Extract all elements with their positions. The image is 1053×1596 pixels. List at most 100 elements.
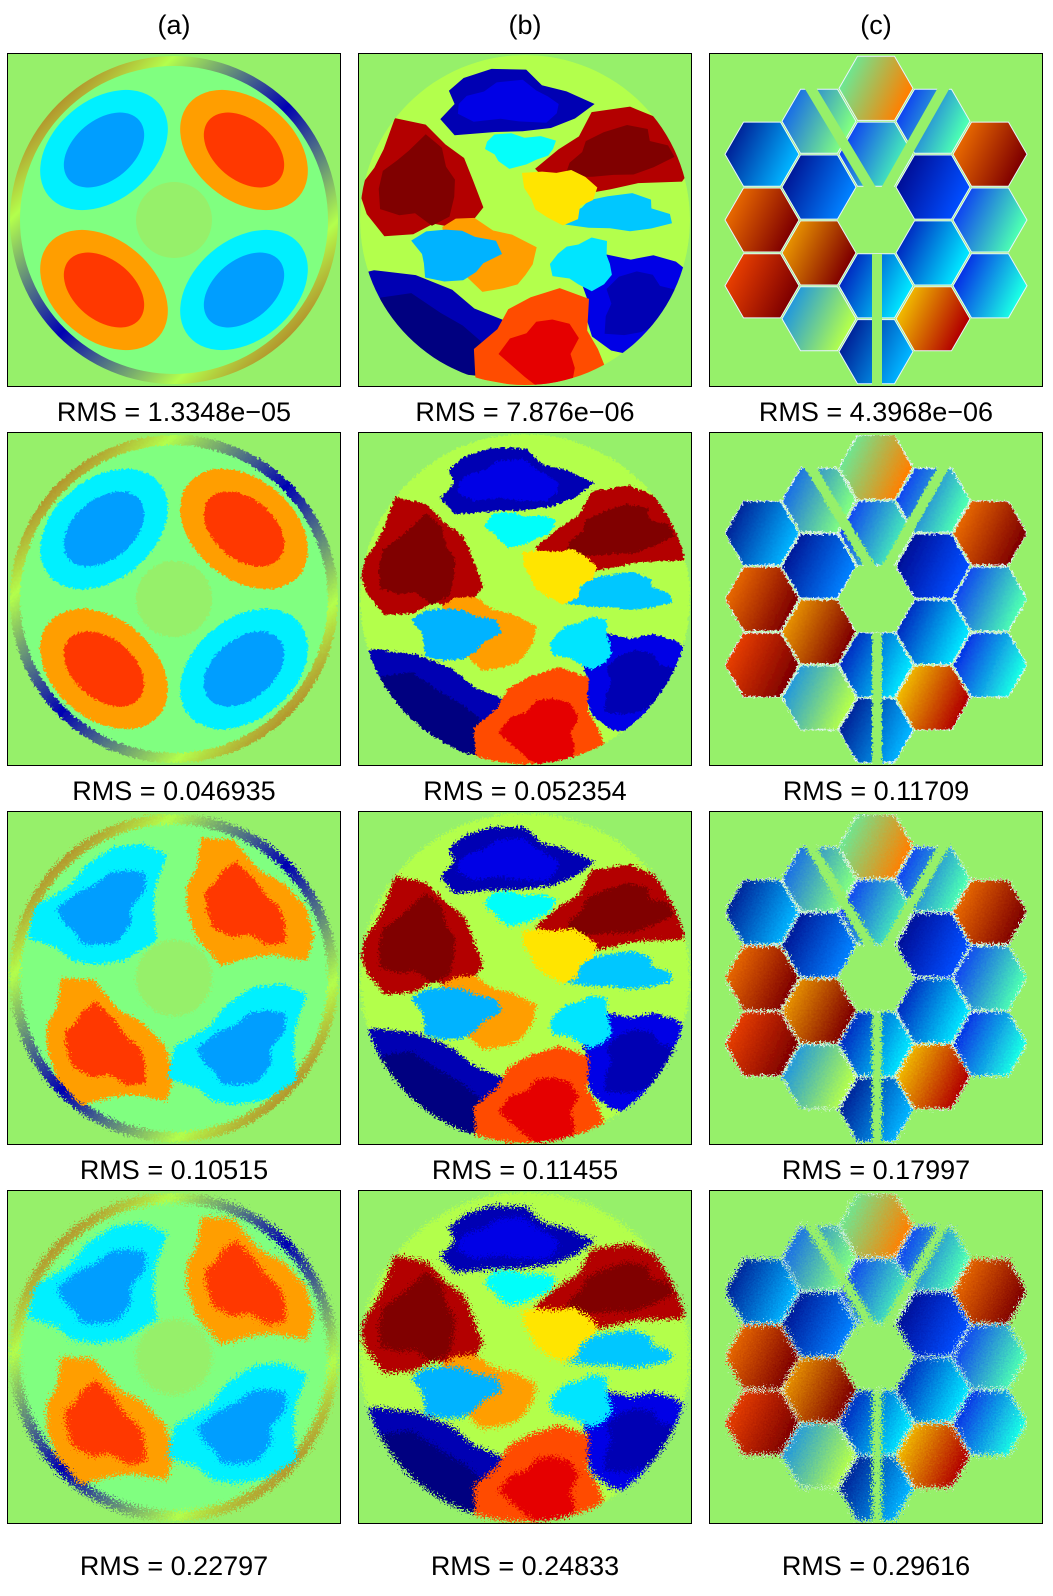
wavefront-map — [10, 435, 338, 763]
mirror-segment — [838, 1192, 914, 1258]
turbulence-cell — [564, 1261, 675, 1315]
rms-c-row4: RMS = 0.29616 — [781, 1551, 971, 1581]
mirror-segment — [838, 434, 914, 500]
mirror-segment — [781, 599, 857, 665]
mirror-segment — [724, 121, 800, 187]
mirror-segment — [781, 533, 857, 599]
wavefront-map — [724, 55, 1028, 386]
turbulence-cell — [457, 458, 559, 502]
turbulence-cell — [378, 513, 455, 605]
support-strut — [802, 84, 886, 204]
mirror-segment — [895, 978, 971, 1044]
turbulence-cell — [411, 608, 502, 661]
rms-a-row2: RMS = 0.046935 — [72, 776, 276, 806]
support-strut — [802, 842, 886, 962]
panel-c-row1 — [709, 53, 1043, 387]
rms-a-row4: RMS = 0.22797 — [79, 1551, 269, 1581]
mirror-segment — [781, 1291, 857, 1357]
support-strut — [872, 633, 882, 765]
turbulence-cell — [498, 319, 579, 385]
lobe-inner — [64, 1380, 146, 1465]
turbulence-cell — [378, 892, 455, 984]
turbulence-cell — [549, 995, 612, 1050]
mirror-segment — [952, 1011, 1028, 1077]
wavefront-map — [360, 813, 690, 1143]
rms-b-row1: RMS = 7.876e−06 — [415, 397, 635, 427]
central-obscuration — [136, 940, 212, 1016]
mirror-segment — [724, 187, 800, 253]
column-label-b: (b) — [508, 10, 542, 40]
turbulence-cell — [498, 1077, 579, 1143]
support-strut — [802, 463, 886, 583]
mirror-segment — [895, 665, 971, 731]
lobe-inner — [63, 252, 145, 328]
wavefront-map — [10, 1193, 338, 1521]
mirror-segment — [952, 632, 1028, 698]
panel-c-row4 — [709, 1190, 1043, 1524]
mirror-segment — [895, 286, 971, 352]
mirror-segment — [724, 1324, 800, 1390]
turbulence-cell — [549, 237, 612, 292]
turbulence-cell — [564, 503, 675, 557]
lobe-inner — [63, 491, 145, 567]
wavefront-map — [724, 434, 1028, 765]
turbulence-cell — [411, 987, 502, 1040]
mirror-segment — [781, 665, 857, 731]
turbulence-cell — [521, 170, 598, 226]
turbulence-cell — [561, 193, 672, 232]
support-strut — [872, 1221, 952, 1341]
mirror-segment — [895, 1423, 971, 1489]
panel-a-row3 — [7, 811, 341, 1145]
mirror-segment — [895, 220, 971, 286]
mirror-segment — [895, 1044, 971, 1110]
rms-b-row4: RMS = 0.24833 — [430, 1551, 620, 1581]
mirror-segment — [895, 1291, 971, 1357]
mirror-segment — [952, 1324, 1028, 1390]
mirror-segment — [952, 1390, 1028, 1456]
lobe-inner — [203, 491, 285, 567]
rms-c-row3: RMS = 0.17997 — [781, 1155, 971, 1185]
turbulence-cell — [604, 1029, 685, 1094]
mirror-segment — [724, 1258, 800, 1324]
turbulence-cell — [549, 616, 612, 671]
mirror-segment — [952, 187, 1028, 253]
turbulence-cell — [521, 549, 598, 605]
turbulence-cell — [485, 891, 556, 927]
turbulence-cell — [604, 650, 685, 715]
central-obscuration — [136, 182, 212, 258]
support-strut — [872, 463, 952, 583]
turbulence-cell — [378, 1271, 455, 1363]
turbulence-cell — [604, 1408, 685, 1473]
panel-b-row2 — [358, 432, 692, 766]
turbulence-cell — [485, 512, 556, 548]
turbulence-cell — [485, 133, 556, 169]
lobe-inner — [56, 1249, 146, 1325]
wavefront-map — [10, 814, 338, 1142]
lobe-inner — [63, 631, 145, 707]
panel-c-row2 — [709, 432, 1043, 766]
lobe-inner — [203, 631, 285, 707]
mirror-segment — [781, 286, 857, 352]
turbulence-cell — [564, 124, 675, 178]
turbulence-cell — [521, 928, 598, 984]
panel-b-row3 — [358, 811, 692, 1145]
turbulence-cell — [561, 951, 672, 990]
lobe-inner — [196, 1389, 286, 1465]
lobe-inner — [196, 1010, 286, 1086]
central-obscuration — [136, 1319, 212, 1395]
lobe-inner — [56, 870, 146, 946]
mirror-segment — [724, 879, 800, 945]
support-strut — [872, 1391, 882, 1523]
wavefront-map — [360, 1192, 690, 1522]
column-label-c: (c) — [860, 10, 892, 40]
turbulence-cell — [561, 572, 672, 611]
mirror-segment — [724, 632, 800, 698]
rms-c-row2: RMS = 0.11709 — [782, 776, 970, 806]
mirror-segment — [952, 1258, 1028, 1324]
support-strut — [872, 842, 952, 962]
support-strut — [872, 84, 952, 204]
mirror-segment — [781, 1044, 857, 1110]
wavefront-map — [724, 1192, 1028, 1523]
wavefront-map — [10, 56, 338, 384]
mirror-segment — [838, 813, 914, 879]
